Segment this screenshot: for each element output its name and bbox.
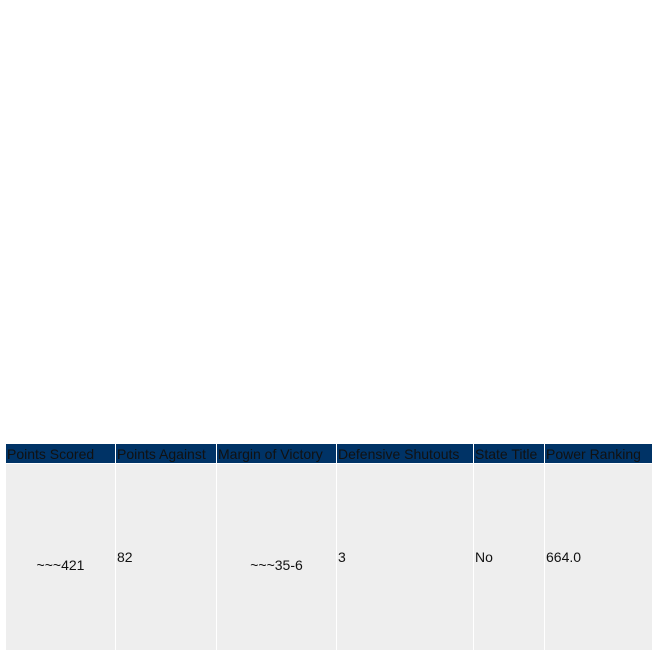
cell: ~~~421 — [5, 463, 116, 651]
cell: ~~~35-6 — [216, 463, 337, 651]
cell: 82 — [115, 463, 217, 651]
cell: 3 — [336, 463, 474, 651]
header-cell: Power Ranking — [544, 443, 653, 464]
header-cell: State Title — [473, 443, 545, 464]
cell: 664.0 — [544, 463, 653, 651]
header-cell: Defensive Shutouts — [336, 443, 474, 464]
header-row: Points Scored Points Against Margin of V… — [5, 443, 653, 464]
header-cell: Points Against — [115, 443, 217, 464]
header-cell: Margin of Victory — [216, 443, 337, 464]
stats-table: Points Scored Points Against Margin of V… — [5, 443, 653, 651]
data-row: ~~~421 82 ~~~35-6 3 No 664.0 — [5, 463, 653, 651]
header-cell: Points Scored — [5, 443, 116, 464]
cell: No — [473, 463, 545, 651]
